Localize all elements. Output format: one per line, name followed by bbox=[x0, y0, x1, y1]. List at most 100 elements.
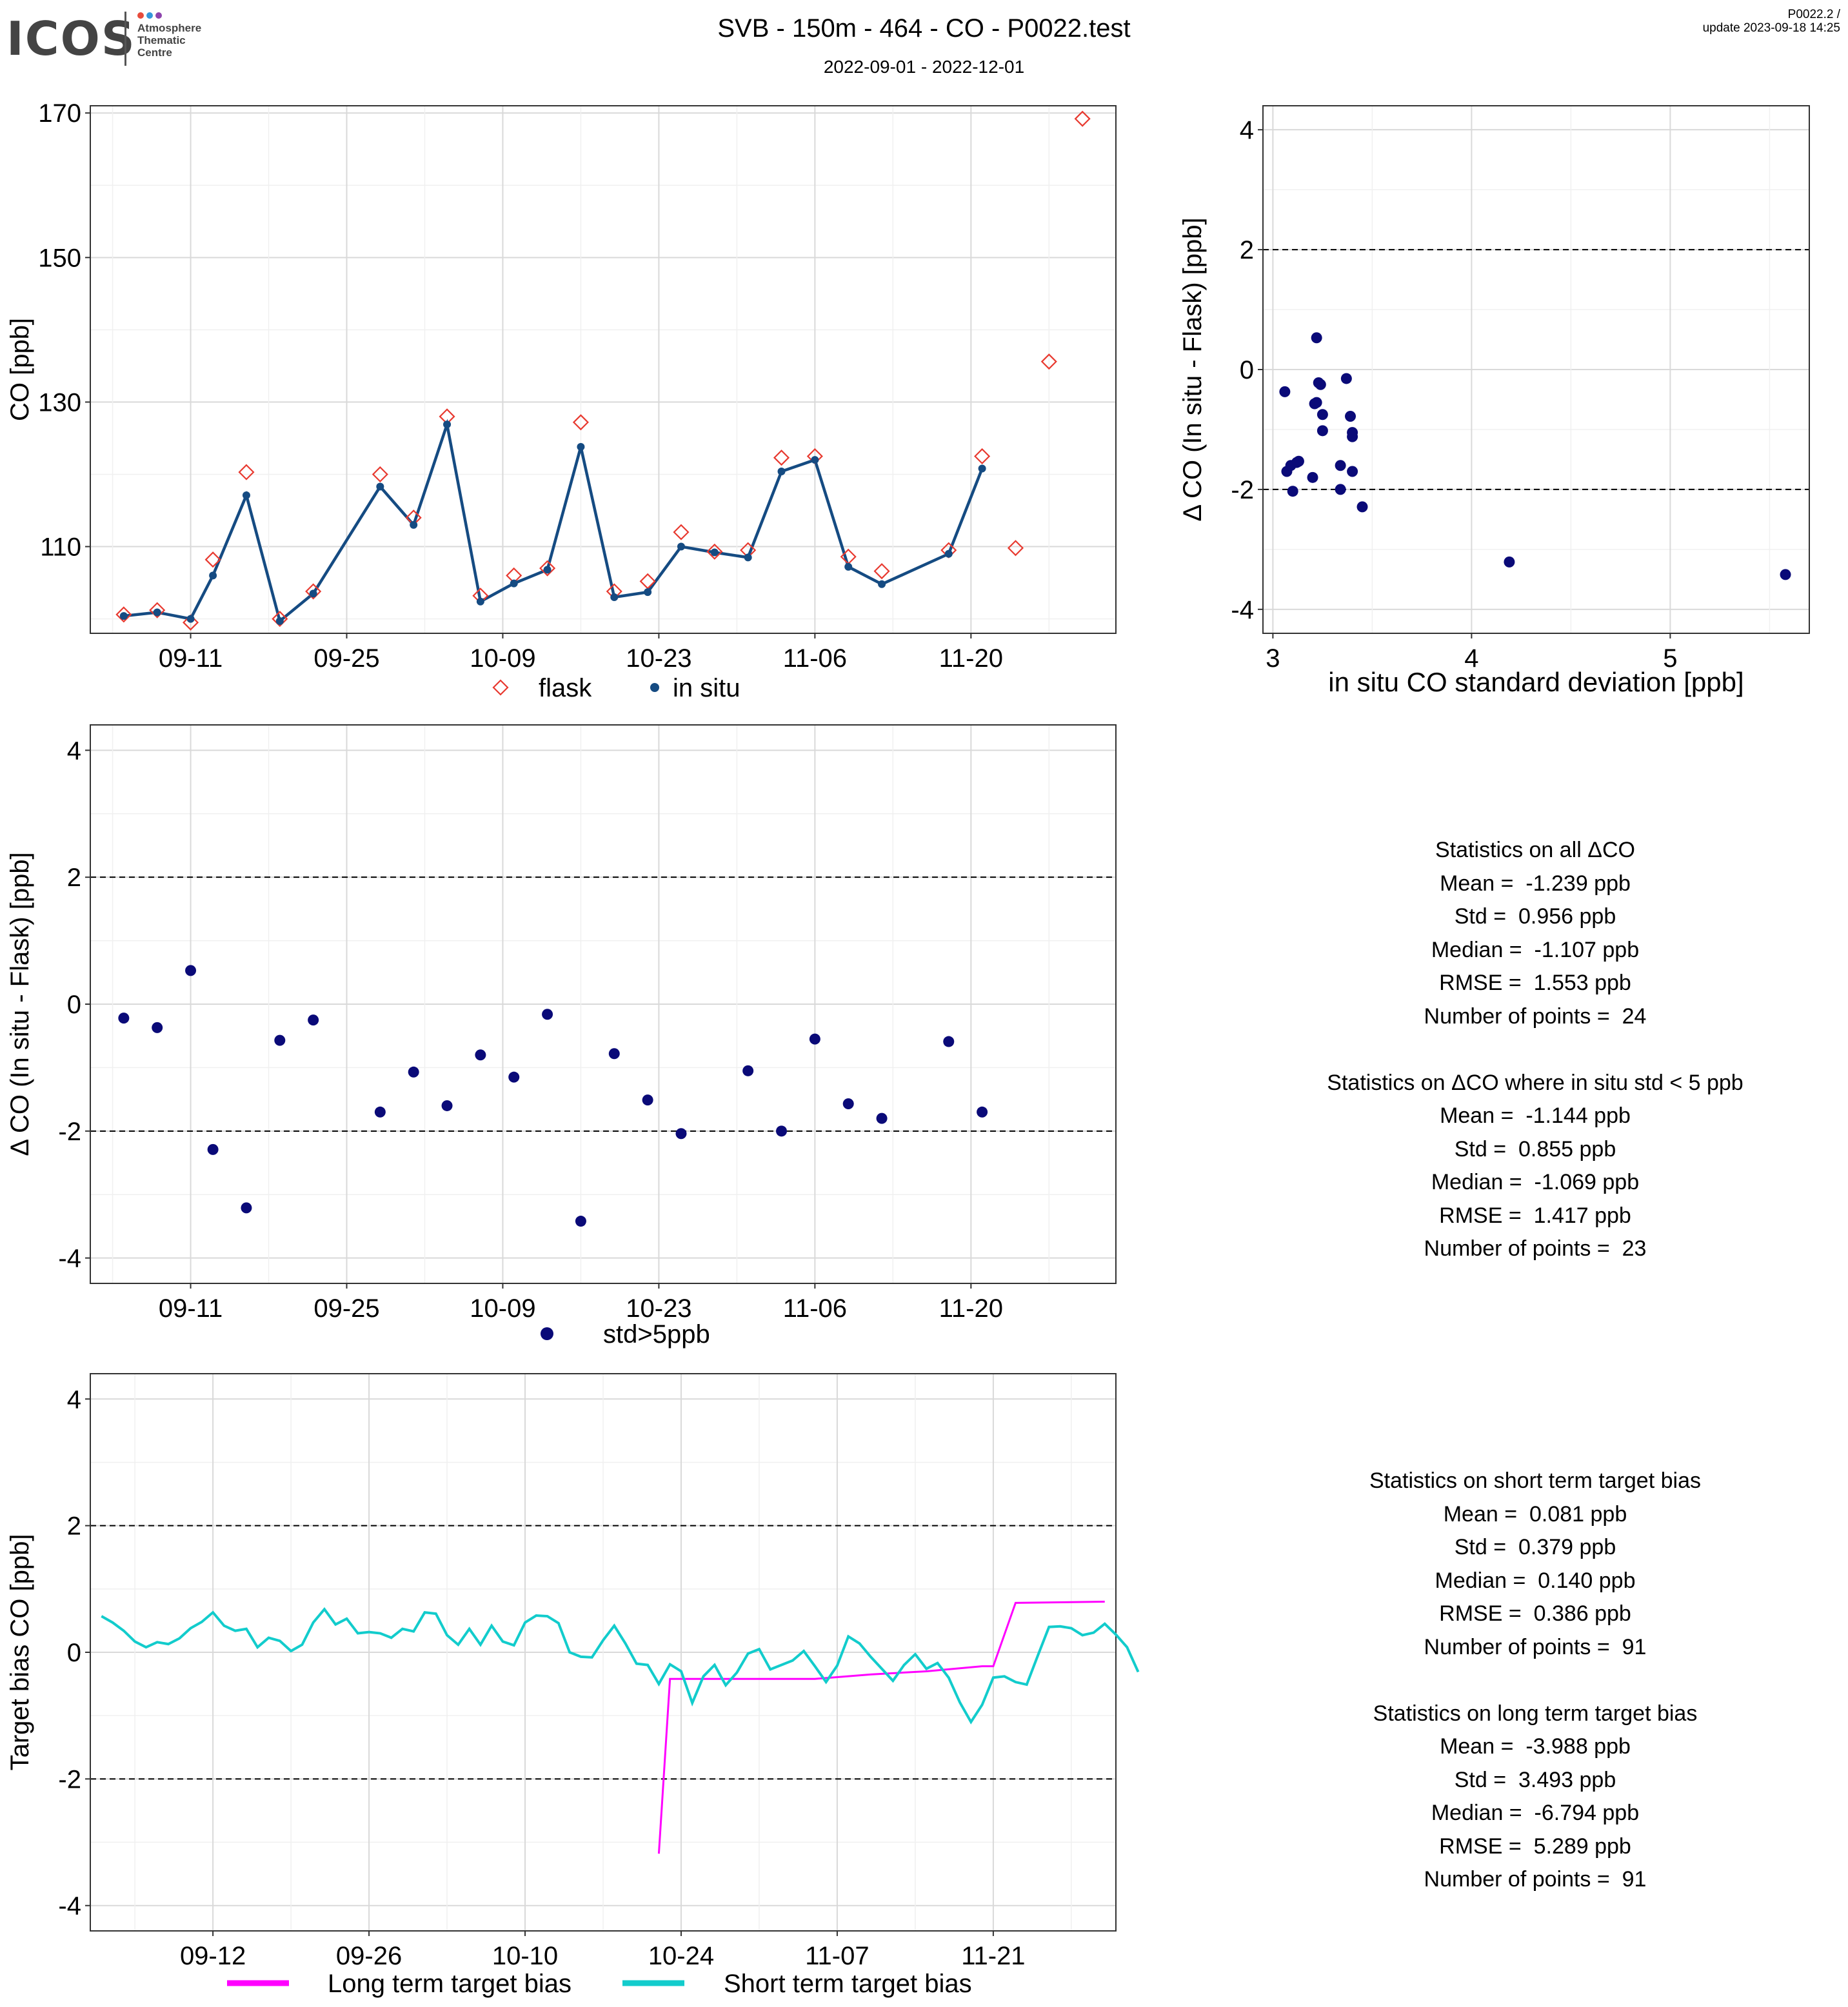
delta-point bbox=[152, 1022, 163, 1033]
delta-point bbox=[742, 1065, 754, 1076]
y-axis-label: Target bias CO [ppb] bbox=[6, 1534, 34, 1771]
scatter-point bbox=[1279, 386, 1291, 397]
insitu-point bbox=[844, 562, 853, 571]
stats-line: Number of points = 91 bbox=[1424, 1634, 1647, 1659]
x-tick-label: 11-06 bbox=[783, 644, 847, 673]
chart-delta_time: -4 -2 0 2 4 09-11 09-25 10-09 10-23 11-06 11-20 Δ C… bbox=[6, 724, 1117, 1349]
scatter-point bbox=[1287, 486, 1298, 497]
flask-marker bbox=[1007, 540, 1024, 557]
stats-line: Std = 3.493 ppb bbox=[1454, 1767, 1616, 1792]
x-tick-label: 4 bbox=[1464, 644, 1478, 673]
delta-point bbox=[308, 1014, 319, 1026]
y-tick-label: -4 bbox=[1231, 596, 1254, 624]
insitu-point bbox=[978, 464, 986, 473]
legend-std-label: std>5ppb bbox=[603, 1320, 710, 1349]
flask-marker bbox=[149, 602, 166, 618]
y-tick-label: 4 bbox=[67, 737, 81, 765]
x-tick-label: 09-12 bbox=[180, 1942, 246, 1970]
stats-line: Median = -1.107 ppb bbox=[1431, 937, 1640, 962]
chart-timeseries: 110 130 150 170 09-11 09-25 10-09 10-23 11-06 11-… bbox=[6, 99, 1117, 702]
delta-point bbox=[374, 1106, 386, 1118]
delta-point bbox=[809, 1033, 820, 1045]
x-tick-label: 11-20 bbox=[939, 644, 1003, 673]
y-axis-label: Δ CO (In situ - Flask) [ppb] bbox=[1178, 217, 1207, 521]
insitu-point bbox=[710, 548, 719, 557]
y-tick-label: -2 bbox=[58, 1118, 81, 1146]
flask-marker bbox=[115, 606, 132, 623]
y-tick-label: -2 bbox=[58, 1765, 81, 1794]
insitu-point bbox=[443, 420, 452, 429]
icos-logo: ICOS Atmosphere Thematic Centre bbox=[6, 6, 213, 68]
x-tick-label: 09-25 bbox=[313, 644, 379, 673]
delta-point bbox=[441, 1100, 453, 1111]
legend-long-term-label: Long term target bias bbox=[328, 1970, 571, 1998]
x-tick-label: 10-24 bbox=[648, 1942, 714, 1970]
insitu-point bbox=[677, 542, 685, 551]
plot-frame bbox=[90, 105, 1117, 634]
stats-line: Mean = -1.144 ppb bbox=[1440, 1103, 1631, 1128]
scatter-point bbox=[1345, 411, 1356, 422]
x-tick-label: 5 bbox=[1663, 644, 1677, 673]
stats-target-panel: Statistics on short term target bias Mean… bbox=[1213, 1465, 1848, 1897]
delta-point bbox=[776, 1125, 788, 1137]
stats-line: Std = 0.855 ppb bbox=[1454, 1136, 1616, 1162]
insitu-point bbox=[309, 589, 317, 598]
delta-point bbox=[542, 1009, 553, 1020]
logo-divider bbox=[124, 12, 126, 66]
flask-marker bbox=[673, 524, 690, 540]
x-tick-label: 09-11 bbox=[159, 644, 223, 673]
y-tick-label: 4 bbox=[67, 1385, 81, 1414]
scatter-point bbox=[1293, 455, 1304, 467]
delta-point bbox=[943, 1036, 955, 1047]
legend-flask-marker bbox=[492, 679, 509, 696]
short-term-line bbox=[101, 1607, 1140, 1725]
y-tick-label: -4 bbox=[58, 1245, 81, 1273]
legend-flask-label: flask bbox=[539, 674, 592, 702]
insitu-point bbox=[744, 553, 752, 562]
stats-line: Mean = 0.081 ppb bbox=[1443, 1501, 1627, 1527]
logo-subtitle: Atmosphere Thematic Centre bbox=[137, 22, 202, 59]
delta-point bbox=[118, 1013, 130, 1024]
stats-line: Number of points = 91 bbox=[1424, 1867, 1647, 1892]
scatter-point bbox=[1335, 460, 1346, 471]
stats-line: Median = -1.069 ppb bbox=[1431, 1170, 1640, 1194]
y-tick-label: -2 bbox=[1231, 476, 1254, 504]
scatter-point bbox=[1316, 409, 1328, 420]
stats-line: Statistics on long term target bias bbox=[1373, 1701, 1698, 1726]
scatter-point bbox=[1315, 379, 1326, 390]
x-tick-label: 11-20 bbox=[939, 1294, 1003, 1323]
y-tick-label: 2 bbox=[67, 1512, 81, 1541]
x-tick-label: 11-06 bbox=[783, 1294, 847, 1323]
x-tick-label: 09-25 bbox=[313, 1294, 379, 1323]
x-tick-label: 10-23 bbox=[626, 1294, 691, 1323]
stats-line bbox=[1213, 1664, 1848, 1697]
flask-marker bbox=[539, 560, 556, 577]
legend-insitu-marker bbox=[650, 683, 659, 692]
insitu-point bbox=[275, 617, 284, 625]
flask-marker bbox=[873, 563, 890, 580]
scatter-point bbox=[1340, 373, 1352, 384]
flask-marker bbox=[706, 543, 723, 560]
flask-marker bbox=[305, 583, 322, 600]
scatter-point bbox=[1780, 569, 1791, 580]
delta-point bbox=[207, 1143, 219, 1155]
x-tick-label: 11-21 bbox=[961, 1942, 1025, 1970]
flask-marker bbox=[1040, 353, 1057, 370]
delta-point bbox=[185, 965, 197, 976]
delta-point bbox=[274, 1034, 286, 1046]
insitu-point bbox=[476, 597, 484, 606]
insitu-point bbox=[610, 593, 619, 601]
insitu-point bbox=[119, 612, 128, 620]
stats-line: Mean = -3.988 ppb bbox=[1440, 1734, 1631, 1759]
stats-line: Statistics on short term target bias bbox=[1369, 1468, 1701, 1493]
scatter-point bbox=[1347, 427, 1358, 439]
insitu-line bbox=[123, 419, 984, 624]
x-tick-label: 10-10 bbox=[492, 1942, 558, 1970]
chart-scatter_std: -4 -2 0 2 4 3 4 5 Δ CO (In situ - Flask) [ppb] in… bbox=[1178, 105, 1810, 697]
logo-wordmark: ICOS bbox=[6, 12, 136, 66]
insitu-point bbox=[644, 588, 652, 597]
x-tick-label: 09-26 bbox=[336, 1942, 402, 1970]
y-tick-label: 2 bbox=[67, 864, 81, 892]
x-tick-label: 10-09 bbox=[470, 644, 535, 673]
delta-point bbox=[977, 1106, 988, 1118]
